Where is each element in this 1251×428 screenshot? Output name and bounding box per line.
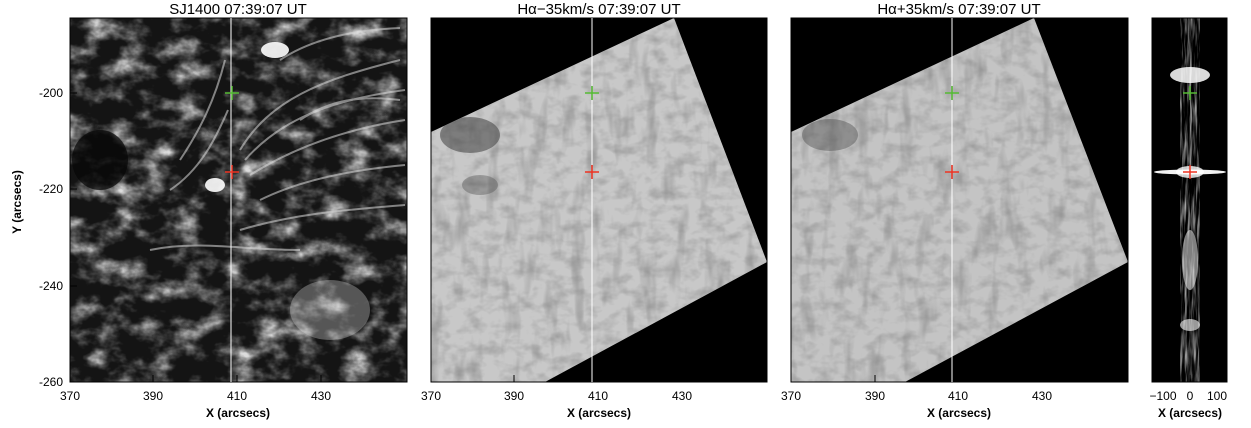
green-cross-marker xyxy=(945,86,959,100)
green-cross-marker xyxy=(1183,86,1197,100)
x-tick-label: 430 xyxy=(1032,389,1052,403)
y-tick-label: -240 xyxy=(39,279,63,293)
y-ticks xyxy=(70,92,77,383)
x-axis-label: X (arcsecs) xyxy=(1158,406,1222,420)
x-tick-label: 370 xyxy=(60,389,80,403)
spectrum-panel: X (arcsecs) −100 0 100 xyxy=(1149,17,1228,420)
sj1400-image xyxy=(70,18,407,382)
x-axis-label: X (arcsecs) xyxy=(927,406,991,420)
x-tick-label: 390 xyxy=(865,389,885,403)
x-tick-label: −100 xyxy=(1149,389,1176,403)
sj1400-panel: SJ1400 07:39:07 UT X (arcsecs) Y (arcsec… xyxy=(10,1,408,420)
x-axis-label: X (arcsecs) xyxy=(567,406,631,420)
x-tick-label: 100 xyxy=(1207,389,1227,403)
x-axis-label: X (arcsecs) xyxy=(206,406,270,420)
x-tick-label: 410 xyxy=(227,389,247,403)
x-ticks xyxy=(430,375,683,382)
x-tick-label: 430 xyxy=(672,389,692,403)
y-tick-label: -220 xyxy=(39,182,63,196)
red-cross-marker xyxy=(1183,165,1197,179)
x-ticks xyxy=(790,375,1043,382)
y-axis-label: Y (arcsecs) xyxy=(10,170,24,234)
red-cross-marker xyxy=(225,165,239,179)
x-tick-label: 370 xyxy=(421,389,441,403)
x-ticks xyxy=(1162,375,1218,382)
x-tick-label: 410 xyxy=(948,389,968,403)
halpha-plus-panel: Hα+35km/s 07:39:07 UT X (arcsecs) 370 39… xyxy=(781,1,1129,420)
y-tick-label: -200 xyxy=(39,86,63,100)
green-cross-marker xyxy=(585,86,599,100)
x-tick-label: 390 xyxy=(143,389,163,403)
x-tick-label: 430 xyxy=(311,389,331,403)
panel-title: SJ1400 07:39:07 UT xyxy=(169,1,307,18)
panel-title: Hα−35km/s 07:39:07 UT xyxy=(517,1,680,18)
x-tick-label: 390 xyxy=(504,389,524,403)
panel-title: Hα+35km/s 07:39:07 UT xyxy=(877,1,1040,18)
y-tick-label: -260 xyxy=(39,375,63,389)
x-tick-label: 410 xyxy=(588,389,608,403)
x-tick-label: 0 xyxy=(1187,389,1194,403)
x-tick-label: 370 xyxy=(781,389,801,403)
red-cross-marker xyxy=(945,165,959,179)
red-cross-marker xyxy=(585,165,599,179)
halpha-minus-panel: Hα−35km/s 07:39:07 UT X (arcsecs) 370 39… xyxy=(421,1,768,420)
green-cross-marker xyxy=(225,86,239,100)
x-ticks xyxy=(69,375,322,382)
spectrum-image xyxy=(1152,18,1227,382)
